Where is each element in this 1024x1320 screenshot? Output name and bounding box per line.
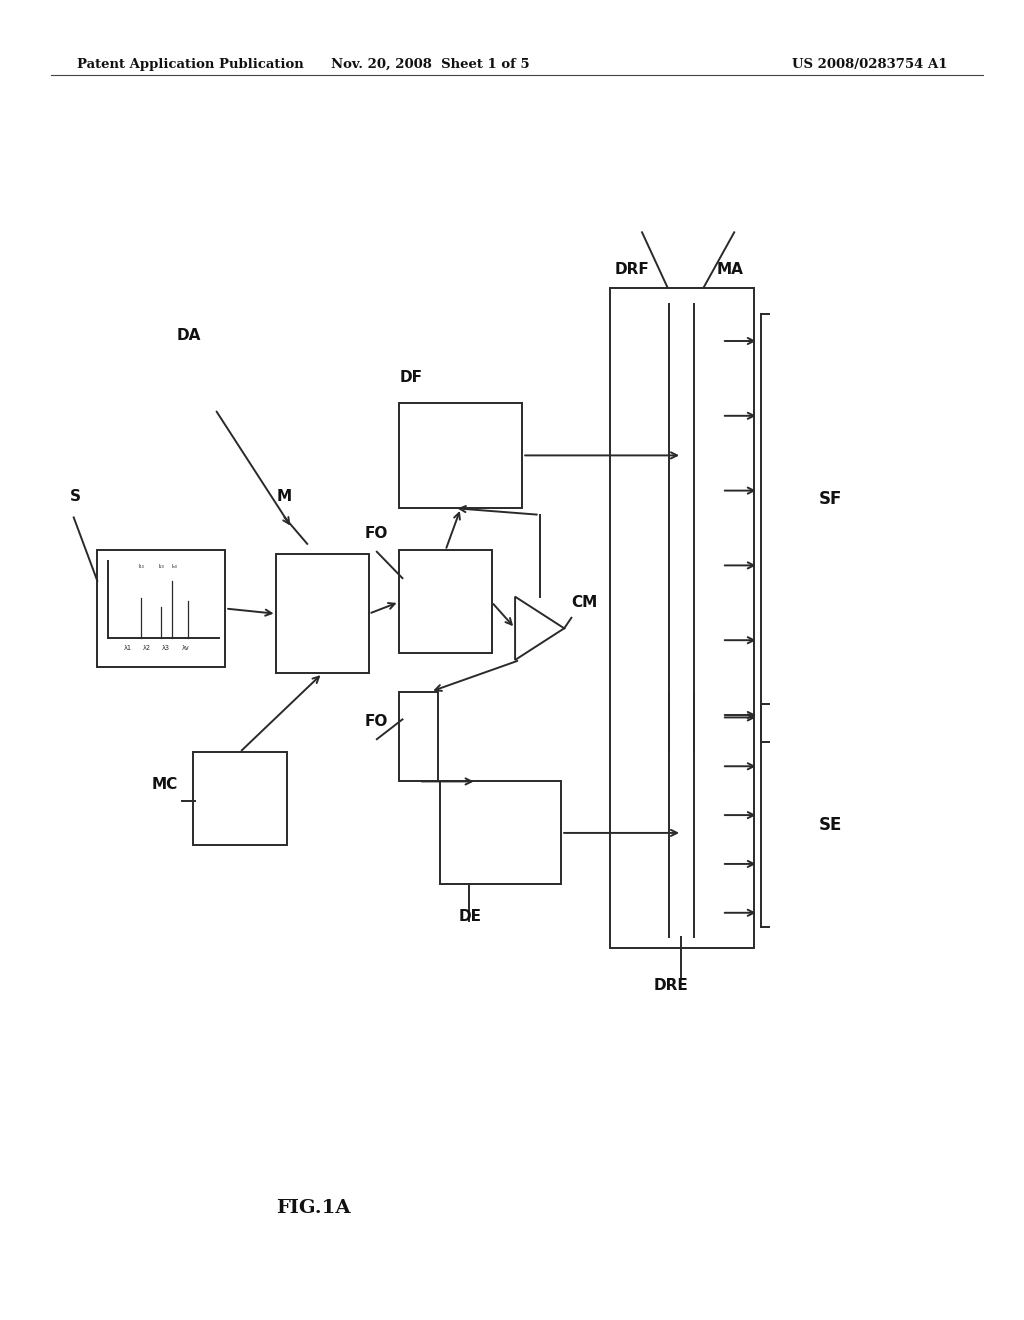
Bar [643, 693, 720, 937]
Bar [193, 752, 287, 845]
Text: λ2: λ2 [142, 644, 151, 651]
Text: SF: SF [819, 490, 843, 508]
Text: Iₙ₀: Iₙ₀ [171, 564, 177, 569]
Text: MC: MC [152, 777, 178, 792]
Bar [276, 554, 369, 673]
Text: λ1: λ1 [124, 644, 132, 651]
Text: I₂₀: I₂₀ [158, 564, 164, 569]
Text: λv: λv [182, 644, 189, 651]
Text: DE: DE [459, 909, 481, 924]
Text: DRF: DRF [614, 263, 649, 277]
Bar [399, 550, 492, 653]
Bar [610, 288, 754, 948]
Text: MA: MA [717, 263, 743, 277]
Text: SE: SE [819, 816, 843, 834]
Bar [643, 304, 720, 752]
Bar [97, 550, 225, 667]
Text: FO: FO [365, 714, 388, 729]
Text: FO: FO [365, 527, 388, 541]
Text: Nov. 20, 2008  Sheet 1 of 5: Nov. 20, 2008 Sheet 1 of 5 [331, 58, 529, 71]
Text: DF: DF [399, 371, 422, 385]
Bar [399, 403, 522, 508]
Text: DA: DA [176, 329, 201, 343]
Text: FIG.1A: FIG.1A [276, 1199, 351, 1217]
Bar [440, 781, 561, 884]
Text: CM: CM [571, 595, 598, 610]
Text: Patent Application Publication: Patent Application Publication [77, 58, 303, 71]
Text: I₁₀: I₁₀ [138, 564, 144, 569]
Text: M: M [276, 490, 292, 504]
Text: S: S [70, 490, 81, 504]
Text: λ3: λ3 [162, 644, 170, 651]
Text: DRE: DRE [653, 978, 688, 993]
Bar [399, 692, 438, 781]
Text: US 2008/0283754 A1: US 2008/0283754 A1 [792, 58, 947, 71]
